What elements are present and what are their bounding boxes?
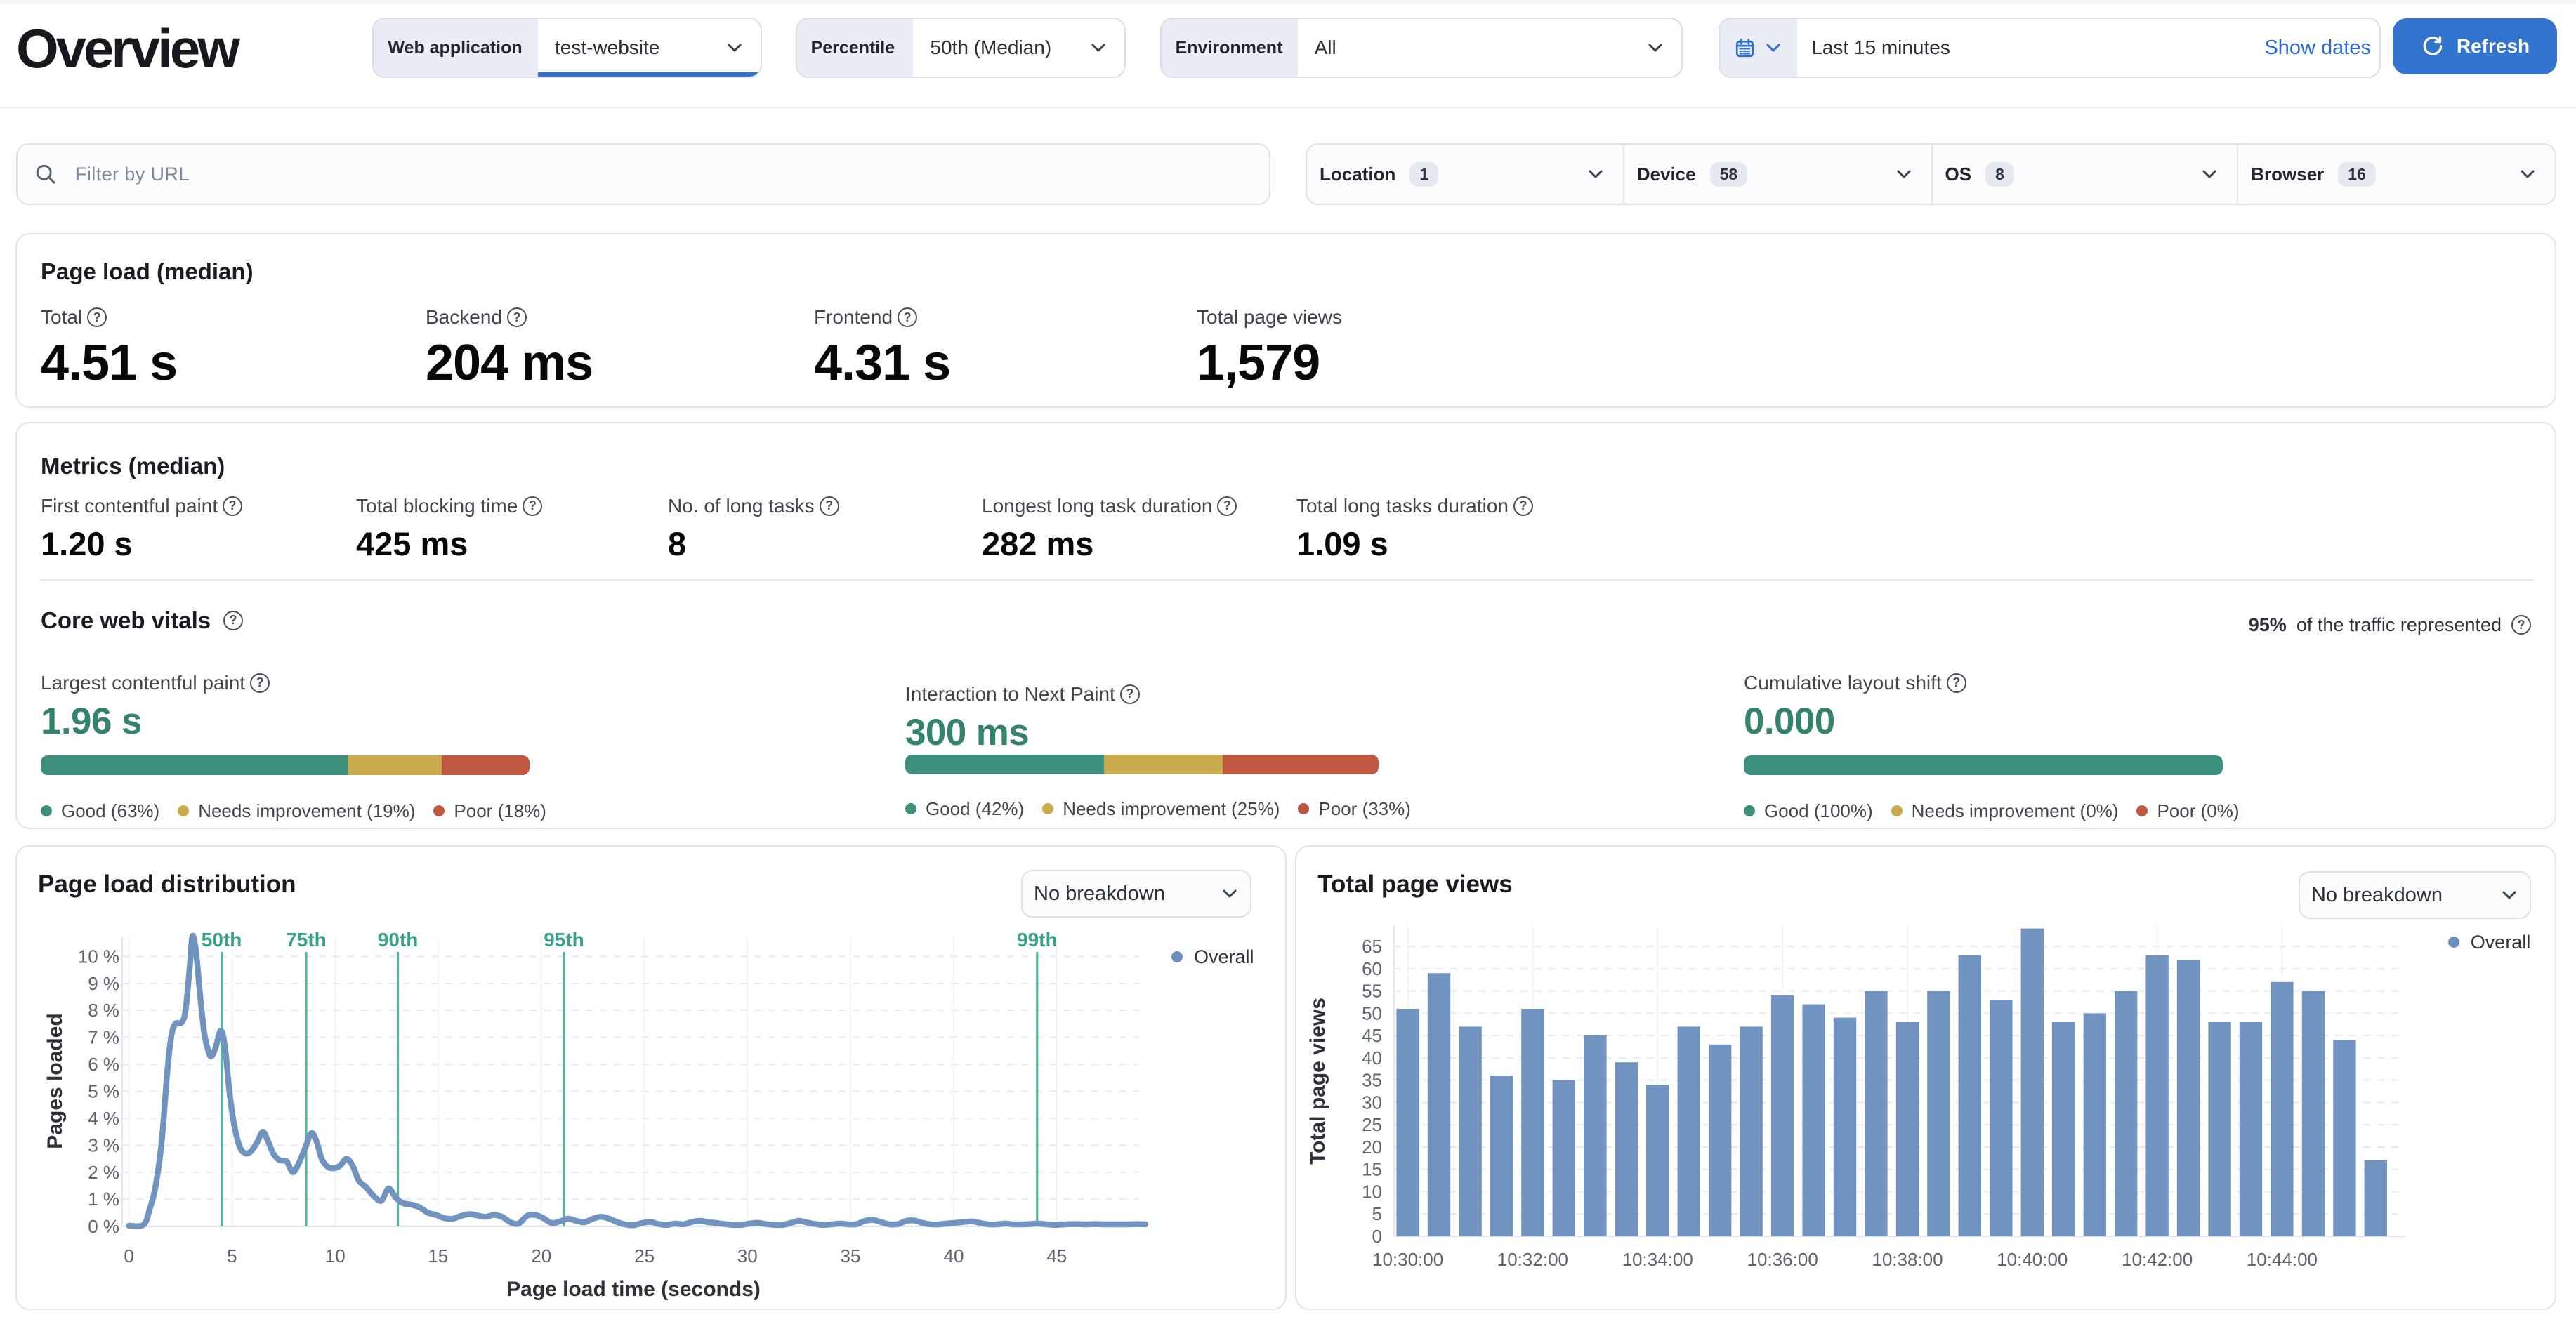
svg-text:3 %: 3 % — [88, 1134, 119, 1156]
svg-text:5: 5 — [227, 1245, 237, 1266]
svg-text:Page load time (seconds): Page load time (seconds) — [506, 1278, 761, 1301]
svg-text:10:30:00: 10:30:00 — [1372, 1249, 1443, 1270]
svg-text:0: 0 — [124, 1245, 133, 1266]
svg-text:8 %: 8 % — [88, 1000, 119, 1021]
svg-text:50th: 50th — [202, 929, 242, 951]
svg-text:45: 45 — [1362, 1025, 1382, 1046]
svg-text:65: 65 — [1362, 936, 1382, 957]
svg-text:20: 20 — [1362, 1137, 1382, 1158]
svg-text:10: 10 — [325, 1245, 346, 1266]
svg-text:Pages loaded: Pages loaded — [44, 1013, 67, 1149]
svg-text:10:36:00: 10:36:00 — [1747, 1249, 1818, 1270]
svg-text:0 %: 0 % — [88, 1216, 119, 1237]
svg-text:60: 60 — [1362, 958, 1382, 979]
svg-text:15: 15 — [428, 1245, 448, 1266]
svg-text:45: 45 — [1046, 1245, 1067, 1266]
svg-text:2 %: 2 % — [88, 1162, 119, 1183]
svg-text:35: 35 — [841, 1245, 861, 1266]
svg-text:40: 40 — [944, 1245, 964, 1266]
svg-text:10:38:00: 10:38:00 — [1872, 1249, 1943, 1270]
svg-text:5 %: 5 % — [88, 1081, 119, 1102]
svg-text:55: 55 — [1362, 981, 1382, 1002]
svg-text:Total page views: Total page views — [1306, 998, 1329, 1165]
svg-text:10 %: 10 % — [78, 946, 119, 967]
svg-text:4 %: 4 % — [88, 1108, 119, 1129]
svg-text:35: 35 — [1362, 1070, 1382, 1091]
svg-text:25: 25 — [1362, 1114, 1382, 1135]
svg-text:30: 30 — [737, 1245, 758, 1266]
svg-text:40: 40 — [1362, 1047, 1382, 1068]
svg-text:7 %: 7 % — [88, 1027, 119, 1048]
svg-text:30: 30 — [1362, 1092, 1382, 1113]
svg-text:10: 10 — [1362, 1181, 1382, 1202]
svg-text:99th: 99th — [1017, 929, 1058, 951]
svg-text:90th: 90th — [378, 929, 419, 951]
svg-text:10:34:00: 10:34:00 — [1622, 1249, 1693, 1270]
svg-text:1 %: 1 % — [88, 1189, 119, 1210]
svg-text:25: 25 — [634, 1245, 655, 1266]
svg-text:95th: 95th — [544, 929, 584, 951]
svg-text:5: 5 — [1372, 1203, 1381, 1224]
svg-text:10:44:00: 10:44:00 — [2247, 1249, 2318, 1270]
svg-text:0: 0 — [1372, 1226, 1381, 1247]
svg-text:20: 20 — [531, 1245, 551, 1266]
svg-text:9 %: 9 % — [88, 973, 119, 994]
svg-text:50: 50 — [1362, 1002, 1382, 1024]
svg-text:75th: 75th — [286, 929, 327, 951]
svg-text:10:42:00: 10:42:00 — [2122, 1249, 2193, 1270]
svg-text:10:32:00: 10:32:00 — [1497, 1249, 1568, 1270]
svg-text:6 %: 6 % — [88, 1054, 119, 1075]
svg-text:10:40:00: 10:40:00 — [1997, 1249, 2068, 1270]
svg-text:15: 15 — [1362, 1159, 1382, 1180]
